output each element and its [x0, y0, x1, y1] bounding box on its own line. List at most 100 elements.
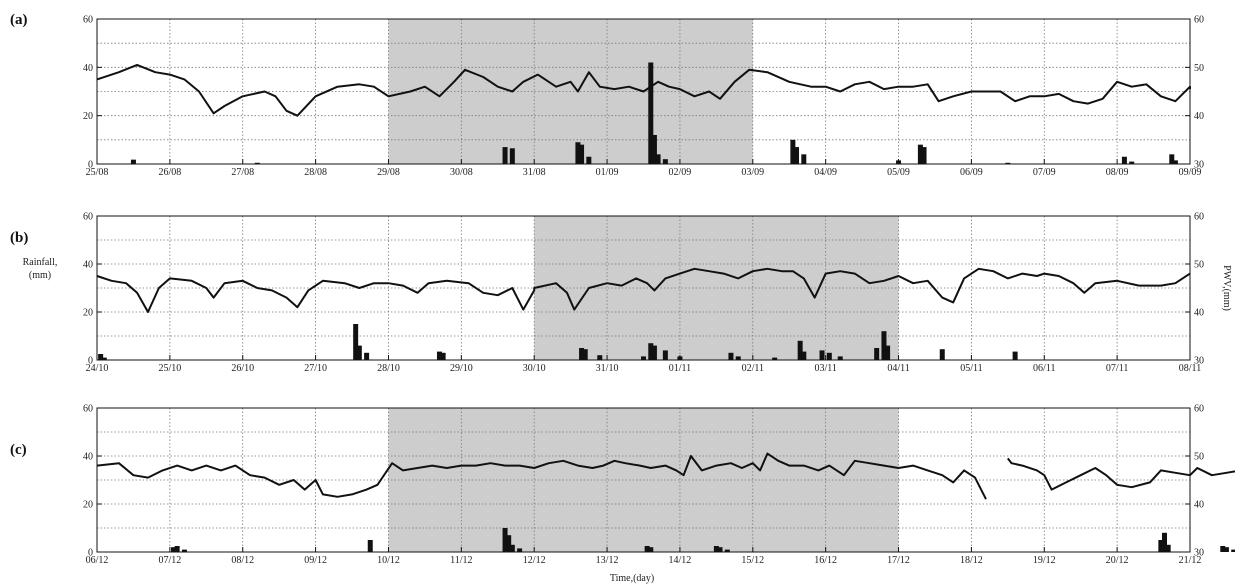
plot-frame — [96, 407, 1191, 553]
x-tick-label: 18/12 — [960, 555, 983, 566]
right-tick-label: 50 — [1194, 452, 1204, 463]
rainfall-bar — [826, 352, 832, 360]
rainfall-bar — [502, 147, 508, 164]
rainfall-bar — [651, 345, 657, 360]
rainfall-bar — [367, 540, 373, 552]
left-tick-label: 40 — [83, 452, 93, 463]
left-tick-label: 60 — [83, 404, 93, 415]
x-tick-label: 19/12 — [1033, 555, 1056, 566]
x-tick-label: 27/10 — [304, 363, 327, 374]
rainfall-bar — [790, 139, 796, 164]
x-tick-label: 05/09 — [887, 167, 910, 178]
x-tick-label: 25/08 — [86, 167, 109, 178]
rainfall-bar — [885, 345, 891, 360]
rainfall-bar — [1121, 156, 1127, 164]
left-y-axis-label: Rainfall, (mm) — [23, 257, 58, 281]
rainfall-bar — [801, 351, 807, 360]
x-tick-label: 28/08 — [304, 167, 327, 178]
x-tick-label: 21/12 — [1179, 555, 1202, 566]
x-axis-label: Time,(day) — [610, 573, 654, 584]
rainfall-bar — [436, 351, 442, 360]
x-tick-label: 08/09 — [1106, 167, 1129, 178]
x-tick-label: 02/09 — [669, 167, 692, 178]
rainfall-bar — [1158, 540, 1164, 552]
right-tick-label: 30 — [1194, 160, 1204, 171]
rainfall-bar — [728, 352, 734, 360]
rainfall-bar — [517, 548, 523, 552]
right-tick-label: 40 — [1194, 111, 1204, 122]
rainfall-bar — [641, 356, 646, 360]
rainfall-bar — [917, 144, 923, 164]
rainfall-bar — [171, 547, 177, 552]
rainfall-bar — [651, 135, 657, 164]
x-tick-label: 07/12 — [158, 555, 181, 566]
chart-panel: 0 20 40 60 30 40 50 60 25/08 26/08 27/08 28/08 29/08… — [10, 12, 1204, 178]
rainfall-bar — [579, 348, 585, 360]
rainfall-bar — [644, 546, 650, 552]
x-tick-label: 30/10 — [523, 363, 546, 374]
right-tick-label: 30 — [1194, 548, 1204, 559]
x-tick-label: 01/09 — [596, 167, 619, 178]
panel-label: (b) — [10, 230, 28, 246]
pwv-line — [96, 452, 987, 500]
x-tick-label: 10/12 — [377, 555, 400, 566]
x-tick-label: 16/12 — [814, 555, 837, 566]
x-tick-label: 26/08 — [158, 167, 181, 178]
x-tick-label: 15/12 — [741, 555, 764, 566]
right-tick-label: 50 — [1194, 260, 1204, 271]
x-tick-label: 07/11 — [1106, 363, 1128, 374]
left-tick-label: 40 — [83, 260, 93, 271]
right-tick-label: 30 — [1194, 356, 1204, 367]
x-tick-label: 06/12 — [86, 555, 109, 566]
rainfall-bar — [724, 549, 730, 552]
rainfall-bar — [648, 547, 654, 552]
rainfall-bar — [874, 348, 880, 360]
right-tick-label: 40 — [1194, 500, 1204, 511]
rainfall-bar — [1012, 351, 1018, 360]
rainfall-bar — [662, 159, 668, 164]
rainfall-bar — [1129, 161, 1135, 164]
rainfall-bar — [181, 549, 187, 552]
rainfall-bar — [254, 162, 260, 164]
pwv-line — [1007, 457, 1235, 491]
rainfall-bar — [735, 356, 741, 360]
x-tick-label: 14/12 — [669, 555, 692, 566]
rainfall-bar — [794, 147, 800, 164]
rainfall-bar — [921, 147, 927, 164]
rainfall-bar — [509, 148, 515, 164]
chart-panel: 0 20 40 60 30 40 50 60 06/12 07/12 08/12 09/12 10/12… — [10, 404, 1235, 566]
right-y-axis-label: PWV,(mm) — [1221, 265, 1232, 311]
right-tick-label: 40 — [1194, 308, 1204, 319]
pwv-line — [96, 267, 1191, 313]
rainfall-bar — [440, 352, 446, 360]
rainfall-bar — [939, 349, 945, 360]
rainfall-bar — [502, 528, 508, 552]
left-tick-label: 20 — [83, 308, 93, 319]
x-tick-label: 17/12 — [887, 555, 910, 566]
rainfall-bar — [582, 349, 588, 360]
rainfall-bar — [1223, 547, 1229, 552]
left-tick-label: 60 — [83, 212, 93, 223]
x-tick-label: 30/08 — [450, 167, 473, 178]
rainfall-bar — [1231, 549, 1235, 552]
chart-panel: 0 20 40 60 30 40 50 60 24/10 25/10 26/10 27/10 28/10… — [10, 212, 1204, 375]
left-tick-label: 20 — [83, 111, 93, 122]
x-tick-label: 25/10 — [158, 363, 181, 374]
x-tick-label: 29/10 — [450, 363, 473, 374]
x-tick-label: 31/08 — [523, 167, 546, 178]
x-tick-label: 09/12 — [304, 555, 327, 566]
x-tick-label: 06/11 — [1033, 363, 1055, 374]
right-tick-label: 60 — [1194, 404, 1204, 415]
x-tick-label: 11/12 — [450, 555, 472, 566]
rainfall-bar — [98, 354, 104, 360]
x-tick-label: 12/12 — [523, 555, 546, 566]
plot-frame — [96, 18, 1191, 165]
rainfall-bar — [801, 154, 807, 164]
x-tick-label: 08/12 — [231, 555, 254, 566]
rainfall-bar — [1169, 154, 1175, 164]
left-tick-label: 0 — [88, 356, 93, 367]
x-tick-label: 29/08 — [377, 167, 400, 178]
left-tick-label: 0 — [88, 160, 93, 171]
right-tick-label: 50 — [1194, 63, 1204, 74]
